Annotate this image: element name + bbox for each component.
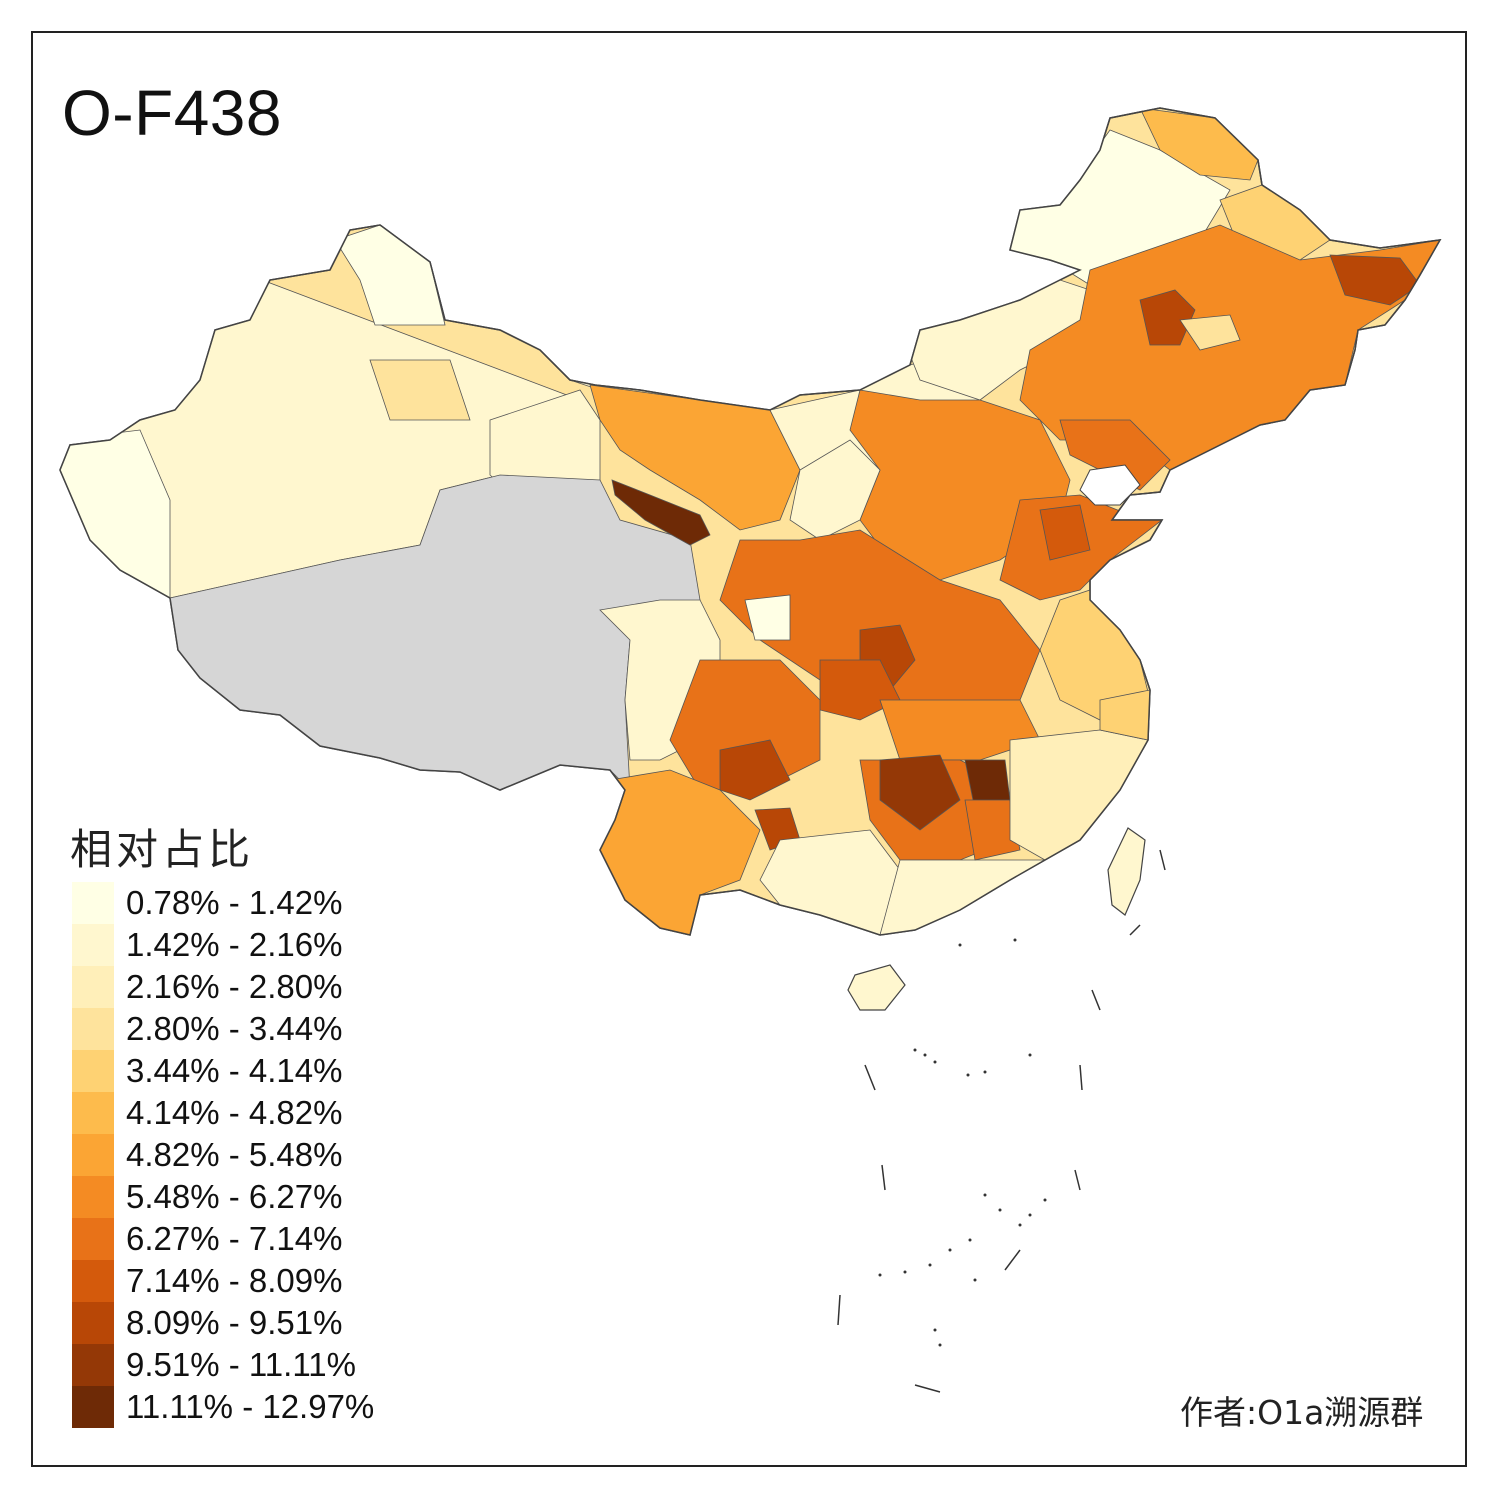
region-taiwan [1107, 827, 1146, 916]
legend-label: 9.51% - 11.11% [126, 1346, 356, 1383]
region-shaanxi-north [789, 439, 881, 541]
legend-swatch [72, 1176, 114, 1218]
author-credit: 作者:O1a溯源群 [1180, 1393, 1424, 1432]
legend-swatch [72, 1050, 114, 1092]
south-china-sea-line [837, 849, 1166, 1393]
legend-label: 5.48% - 6.27% [126, 1178, 343, 1215]
legend-label: 2.80% - 3.44% [126, 1010, 343, 1047]
legend-swatch [72, 882, 114, 924]
legend-item: 5.48% - 6.27% [72, 1176, 402, 1218]
legend-item: 11.11% - 12.97% [72, 1386, 402, 1428]
region-liaoning [1059, 419, 1171, 491]
region-guangxi [759, 829, 901, 935]
legend-swatch [72, 1134, 114, 1176]
legend-item: 0.78% - 1.42% [72, 882, 402, 924]
legend-label: 6.27% - 7.14% [126, 1220, 343, 1257]
region-guangdong [879, 859, 1047, 935]
legend-swatch [72, 1302, 114, 1344]
legend-title: 相对占比 [70, 825, 255, 874]
legend-item: 4.14% - 4.82% [72, 1092, 402, 1134]
legend-swatch [72, 1260, 114, 1302]
legend-swatch [72, 966, 114, 1008]
south-sea-islands [878, 938, 1047, 1347]
china-border [59, 107, 1442, 936]
legend-item: 9.51% - 11.11% [72, 1344, 402, 1386]
region-hainan [847, 964, 906, 1011]
legend-swatch [72, 924, 114, 966]
legend-item: 6.27% - 7.14% [72, 1218, 402, 1260]
legend-label: 4.82% - 5.48% [126, 1136, 343, 1173]
region-guangdong-orange [964, 799, 1021, 861]
legend-label: 11.11% - 12.97% [126, 1388, 375, 1425]
region-shandong-dark [1039, 504, 1091, 561]
legend-swatch [72, 1008, 114, 1050]
region-gansu-dark [611, 479, 711, 546]
region-sichuan-dark [719, 739, 791, 801]
legend-item: 1.42% - 2.16% [72, 924, 402, 966]
legend-item: 2.16% - 2.80% [72, 966, 402, 1008]
region-hunan-darkest-1 [879, 754, 961, 831]
legend-label: 0.78% - 1.42% [126, 884, 343, 921]
bohai-sea [1079, 464, 1141, 506]
legend-item: 2.80% - 3.44% [72, 1008, 402, 1050]
legend-label: 8.09% - 9.51% [126, 1304, 343, 1341]
legend-item: 8.09% - 9.51% [72, 1302, 402, 1344]
legend-label: 1.42% - 2.16% [126, 926, 343, 963]
region-heilongjiang-se-dark [1329, 254, 1421, 306]
map-title: O-F438 [62, 77, 282, 149]
region-ne-light [1179, 314, 1241, 351]
legend-swatch [72, 1344, 114, 1386]
legend-item: 7.14% - 8.09% [72, 1260, 402, 1302]
region-xinjiang-mid [369, 359, 471, 421]
legend-swatch [72, 1386, 114, 1428]
legend-label: 4.14% - 4.82% [126, 1094, 343, 1131]
legend-swatch [72, 1218, 114, 1260]
legend-label: 2.16% - 2.80% [126, 968, 343, 1005]
region-sichuan-basin [669, 659, 821, 791]
legend-swatch [72, 1092, 114, 1134]
legend-label: 3.44% - 4.14% [126, 1052, 343, 1089]
legend-item: 3.44% - 4.14% [72, 1050, 402, 1092]
legend-item: 4.82% - 5.48% [72, 1134, 402, 1176]
legend-label: 7.14% - 8.09% [126, 1262, 343, 1299]
region-qinling-light [744, 594, 791, 641]
